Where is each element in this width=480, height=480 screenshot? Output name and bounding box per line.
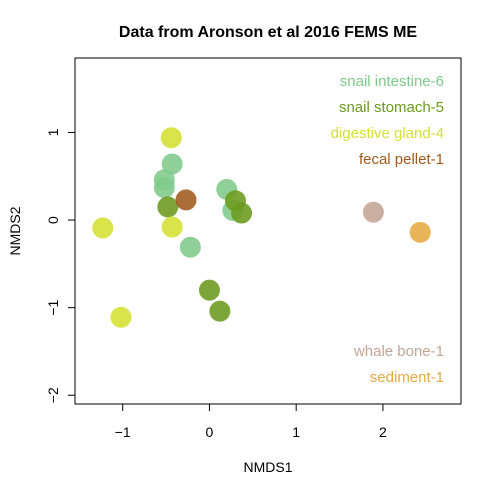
legend-entry: digestive gland-4 xyxy=(331,125,444,142)
x-tick-label: 0 xyxy=(206,424,214,440)
y-tick-label: −2 xyxy=(45,387,61,403)
y-axis: −2 −1 0 1 xyxy=(45,128,76,403)
data-point xyxy=(157,196,179,218)
data-points xyxy=(92,127,431,328)
x-tick-label: −1 xyxy=(115,424,131,440)
data-point xyxy=(198,279,220,301)
x-tick-label: 2 xyxy=(379,424,387,440)
data-point xyxy=(153,177,175,199)
legend-upper: snail intestine-6 snail stomach-5 digestiv… xyxy=(331,73,444,168)
data-point xyxy=(160,127,182,149)
data-point xyxy=(161,153,183,175)
legend-entry: whale bone-1 xyxy=(353,343,444,360)
y-tick-label: 1 xyxy=(45,128,61,136)
data-point xyxy=(161,216,183,238)
y-tick-label: −1 xyxy=(45,299,61,315)
chart-title: Data from Aronson et al 2016 FEMS ME xyxy=(119,24,417,41)
y-axis-label: NMDS2 xyxy=(7,206,23,255)
data-point xyxy=(110,306,132,328)
data-point xyxy=(179,236,201,258)
legend-lower: whale bone-1 sediment-1 xyxy=(353,343,444,386)
data-point xyxy=(231,202,253,224)
data-point xyxy=(409,221,431,243)
x-tick-label: 1 xyxy=(292,424,300,440)
data-point xyxy=(209,300,231,322)
x-axis: −1 0 1 2 xyxy=(115,403,387,440)
data-point xyxy=(175,189,197,211)
y-tick-label: 0 xyxy=(45,216,61,224)
data-point xyxy=(92,217,114,239)
x-axis-label: NMDS1 xyxy=(243,459,292,475)
legend-entry: snail stomach-5 xyxy=(339,99,444,116)
legend-entry: snail intestine-6 xyxy=(340,73,444,90)
data-point xyxy=(362,201,384,223)
legend-entry: sediment-1 xyxy=(370,369,444,386)
legend-entry: fecal pellet-1 xyxy=(359,151,444,168)
